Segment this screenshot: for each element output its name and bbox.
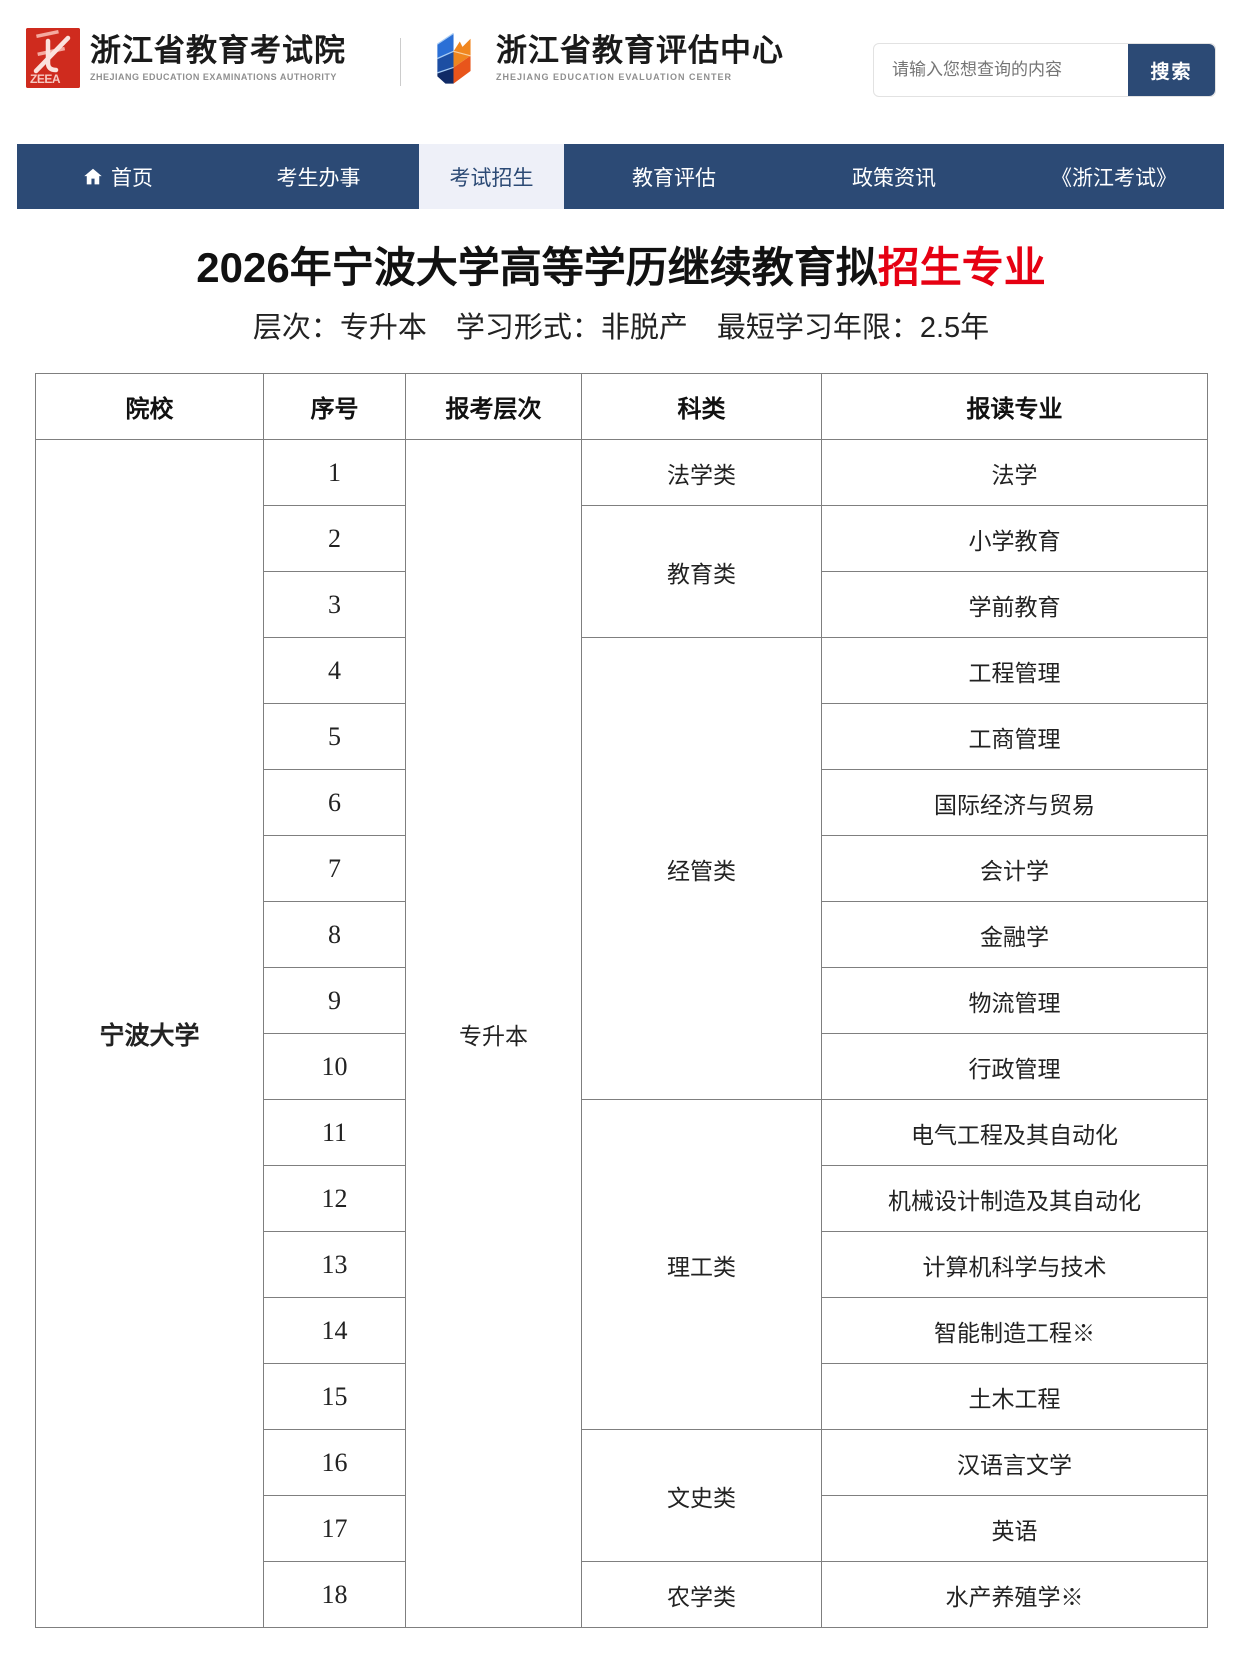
svg-text:ZEEA: ZEEA <box>30 72 61 86</box>
